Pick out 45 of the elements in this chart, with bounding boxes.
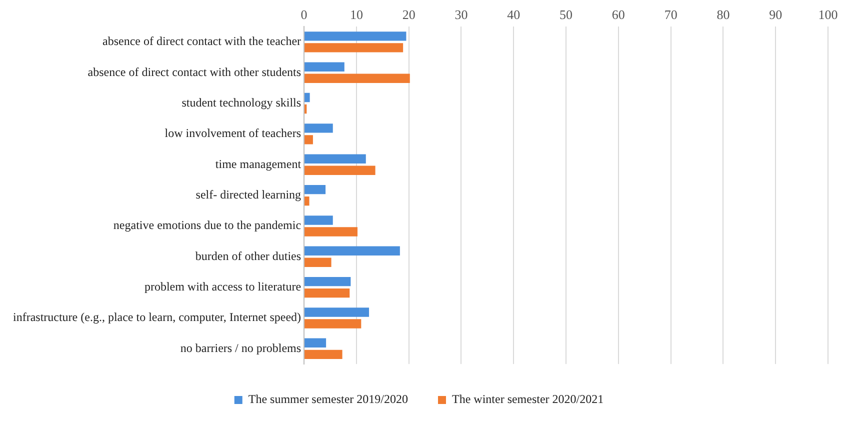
x-tick-label: 80 bbox=[716, 7, 730, 22]
y-tick-label: problem with access to literature bbox=[144, 279, 302, 294]
x-tick-label: 30 bbox=[454, 7, 468, 22]
bar bbox=[304, 74, 410, 83]
x-tick-label: 20 bbox=[402, 7, 416, 22]
y-tick-label: time management bbox=[215, 156, 302, 171]
bar bbox=[304, 62, 344, 72]
x-tick-label: 60 bbox=[612, 7, 625, 22]
bar bbox=[304, 166, 376, 175]
x-tick-label: 0 bbox=[300, 7, 308, 22]
bar bbox=[304, 32, 406, 41]
y-tick-label: absence of direct contact with other students bbox=[88, 64, 302, 79]
legend-label: The summer semester 2019/2020 bbox=[248, 392, 408, 406]
y-tick-label: no barriers / no problems bbox=[180, 340, 302, 355]
x-tick-label: 10 bbox=[350, 7, 363, 22]
bar bbox=[304, 92, 310, 102]
bar bbox=[304, 43, 404, 52]
bar bbox=[304, 154, 366, 164]
x-tick-label: 50 bbox=[560, 7, 573, 22]
bar bbox=[304, 288, 350, 298]
bar bbox=[304, 308, 370, 317]
bar bbox=[304, 338, 326, 348]
x-tick-label: 100 bbox=[818, 7, 838, 22]
legend-label: The winter semester 2020/2021 bbox=[452, 392, 604, 406]
y-tick-label: infrastructure (e.g., place to learn, computer, Internet speed) bbox=[12, 310, 302, 324]
y-tick-label: burden of other duties bbox=[195, 248, 302, 263]
bar bbox=[304, 350, 342, 360]
y-tick-label: low involvement of teachers bbox=[164, 126, 302, 140]
bar bbox=[304, 319, 362, 328]
y-tick-label: negative emotions due to the pandemic bbox=[113, 218, 302, 232]
bar bbox=[304, 246, 400, 256]
bar bbox=[304, 216, 333, 225]
y-tick-label: absence of direct contact with the teacher bbox=[102, 34, 302, 48]
bar bbox=[304, 258, 332, 267]
x-tick-label: 40 bbox=[507, 7, 520, 22]
bar bbox=[304, 124, 333, 133]
bar bbox=[304, 227, 358, 236]
bar bbox=[304, 276, 351, 286]
y-tick-label: self- directed learning bbox=[196, 187, 302, 202]
bar bbox=[304, 135, 313, 144]
x-tick-label: 70 bbox=[664, 7, 678, 22]
y-tick-label: student technology skills bbox=[182, 95, 302, 110]
bar bbox=[304, 196, 310, 206]
x-tick-label: 90 bbox=[769, 7, 782, 22]
bar bbox=[304, 184, 326, 194]
